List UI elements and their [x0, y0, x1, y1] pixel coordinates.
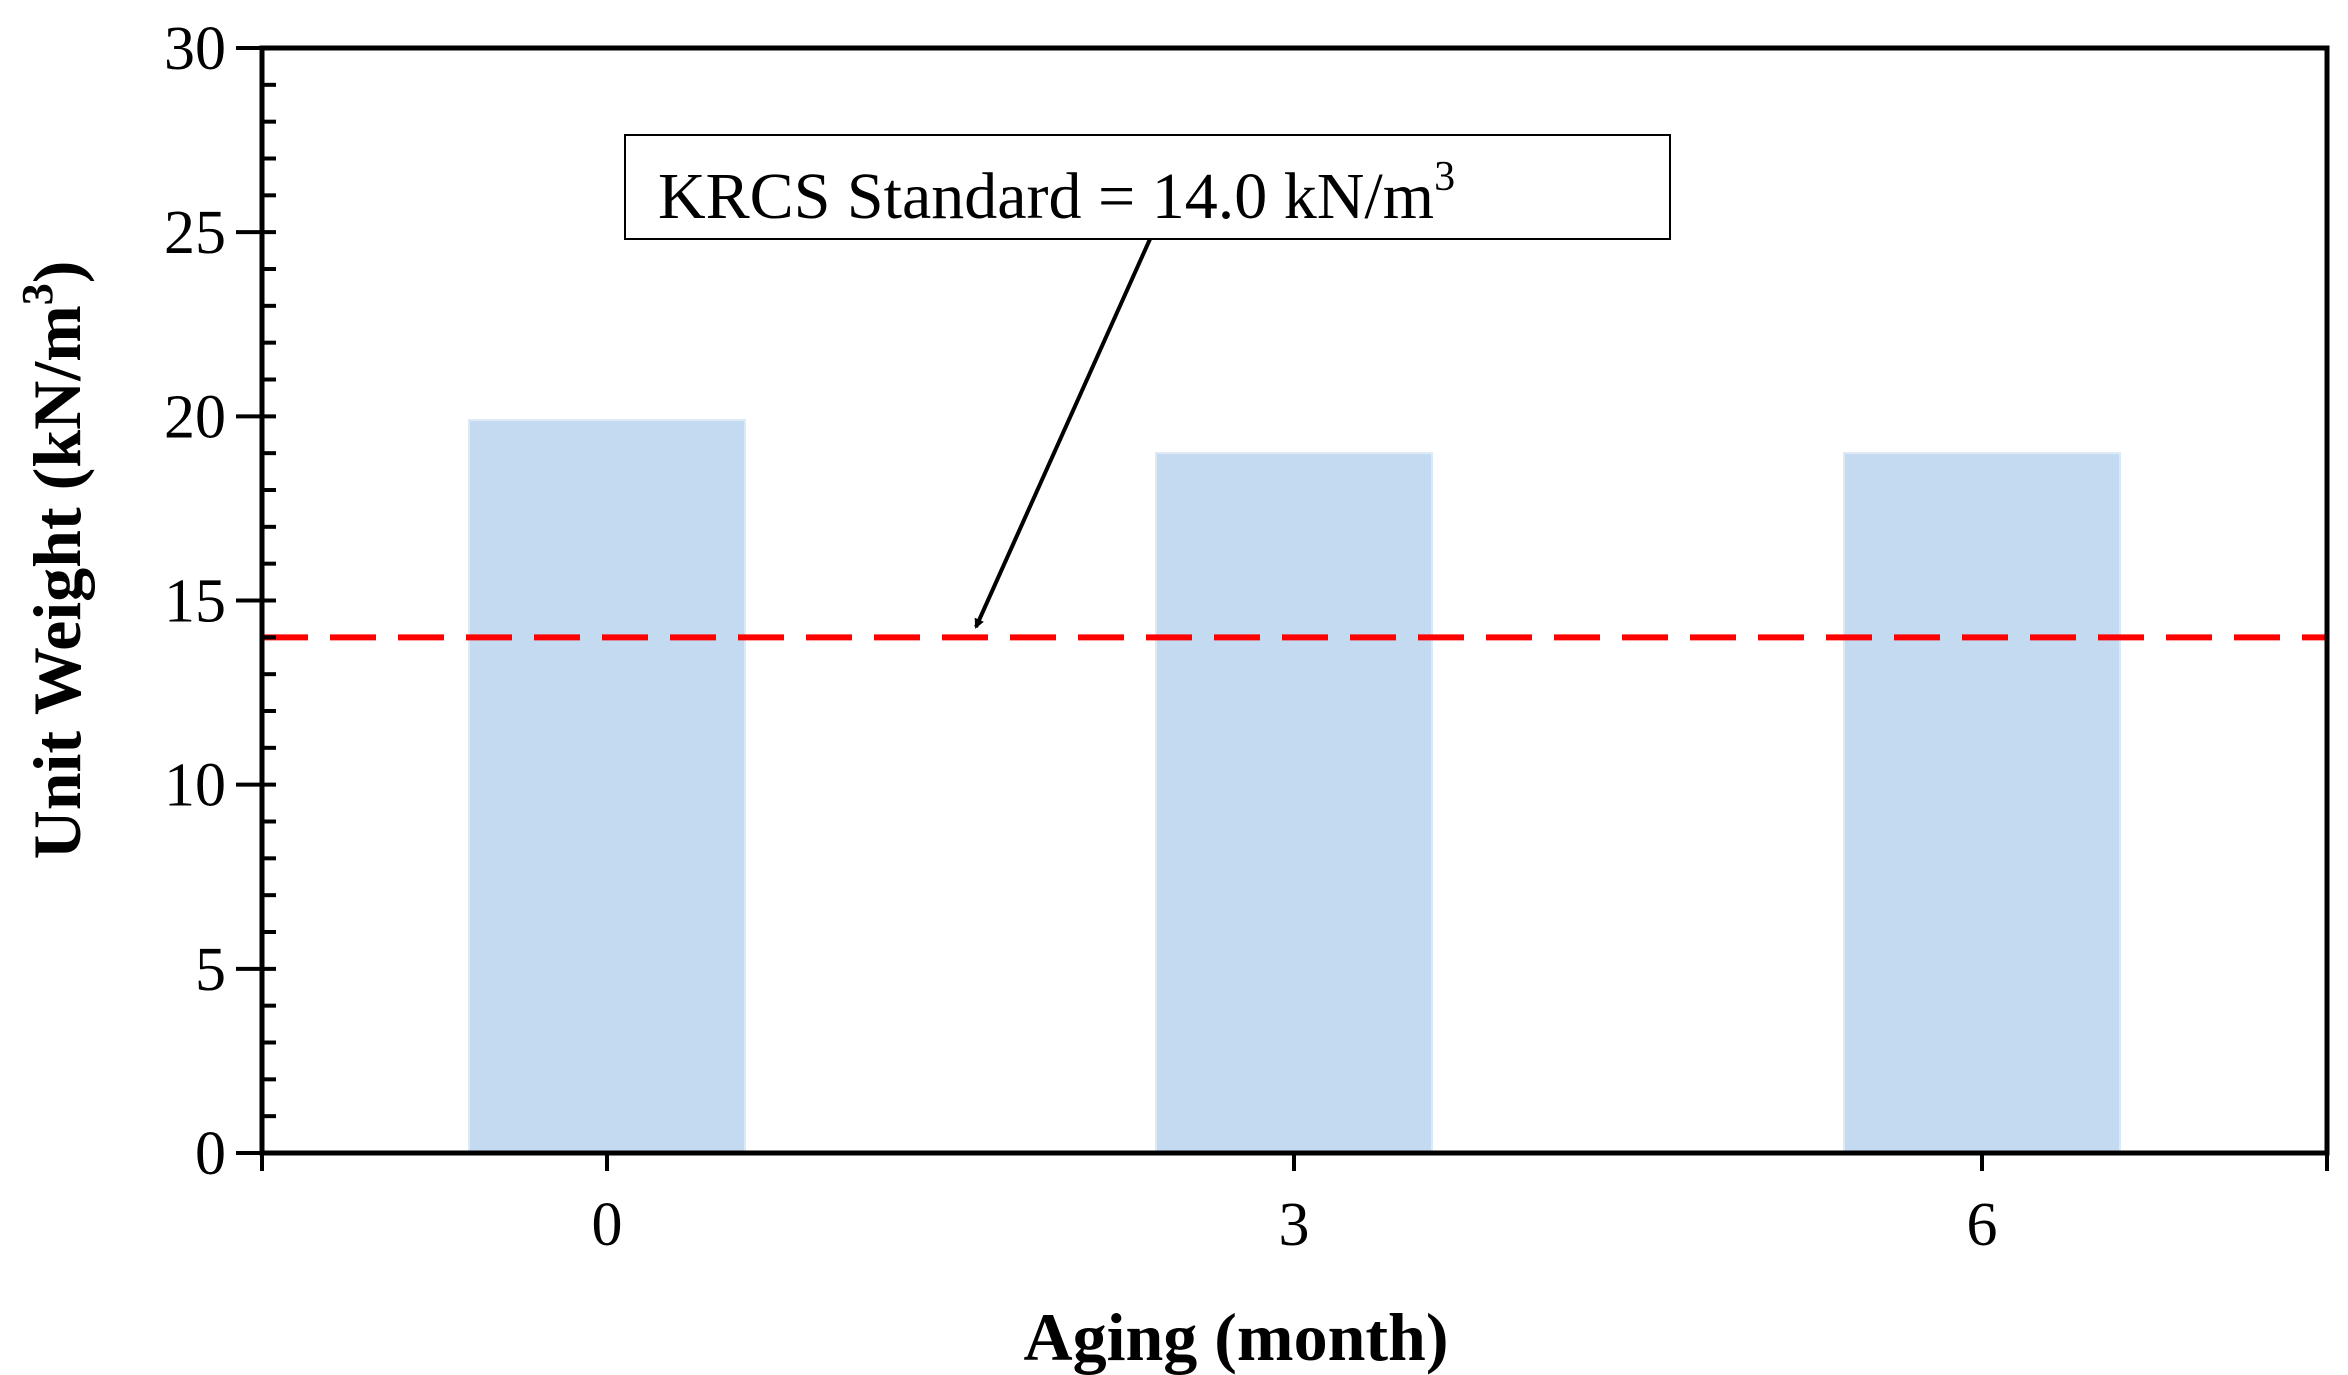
y-tick-label-20: 20 [164, 383, 226, 451]
bar-0 [468, 419, 746, 1154]
y-tick-label-0: 0 [195, 1120, 226, 1188]
y-axis-title: Unit Weight (kN/m3) [13, 261, 95, 860]
y-tick-label-5: 5 [195, 936, 226, 1004]
bar-3 [1155, 452, 1433, 1154]
y-tick-label-15: 15 [164, 568, 226, 636]
y-tick-label-10: 10 [164, 752, 226, 820]
x-tick-label-3: 3 [1279, 1191, 1310, 1259]
x-tick-label-0: 0 [592, 1191, 623, 1259]
bar-6 [1843, 452, 2121, 1154]
y-tick-label-30: 30 [164, 15, 226, 83]
annotation-text-sup: 3 [1434, 154, 1455, 200]
bars [468, 419, 2121, 1154]
x-axis-title: Aging (month) [1023, 1299, 1448, 1375]
annotation-text: KRCS Standard = 14.0 kN/m3 [658, 154, 1455, 233]
annotation-box [624, 134, 1671, 240]
x-tick-label-6: 6 [1967, 1191, 1998, 1259]
annotation-arrow [974, 238, 1152, 629]
y-axis-title-sup: 3 [13, 283, 62, 305]
x-ticks: 0 3 6 [260, 1153, 2329, 1259]
y-axis-title-main: Unit Weight (kN/m [19, 305, 95, 859]
y-axis-title-close: ) [19, 261, 95, 284]
annotation-text-main: KRCS Standard = 14.0 kN/m [658, 160, 1434, 233]
y-tick-label-25: 25 [164, 199, 226, 267]
y-ticks: 0 5 10 15 20 25 30 [164, 15, 276, 1188]
